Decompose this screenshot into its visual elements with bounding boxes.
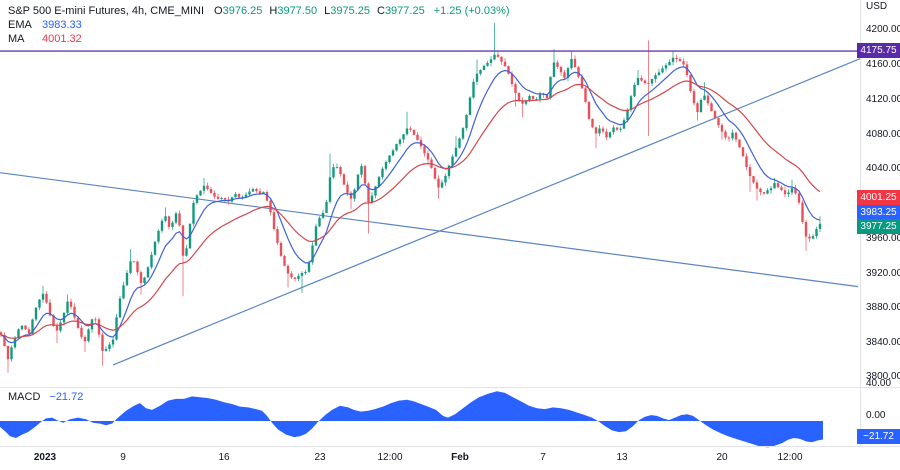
macd-legend: MACD −21.72: [8, 391, 83, 403]
symbol-title[interactable]: S&P 500 E-mini Futures, 4h, CME_MINI: [8, 5, 205, 17]
ema-indicator-value: 3983.33: [42, 19, 82, 31]
level-price-badge: 4175.75: [857, 43, 900, 58]
price-tick-label: 4120.00: [866, 94, 900, 105]
price-tick-label: 4040.00: [866, 163, 900, 174]
ema-indicator-label[interactable]: EMA: [8, 19, 32, 31]
time-tick-label: Feb: [451, 452, 469, 463]
pane-divider-price-macd[interactable]: [0, 387, 900, 388]
time-tick-label: 12:00: [777, 452, 803, 463]
price-tick-label: 40.00: [866, 378, 892, 389]
price-tick-label: 4080.00: [866, 129, 900, 140]
ohlc-pair: H3977.50: [269, 5, 318, 17]
time-tick-label: 13: [616, 452, 628, 463]
time-axis[interactable]: 2023 9 16 23 12:00 Feb 7 13 20 12:00: [0, 448, 900, 470]
time-tick-label: 9: [120, 452, 126, 463]
ohlc-pair: L3975.25: [324, 5, 370, 17]
macd-value-badge: −21.72: [857, 429, 900, 444]
time-tick-label: 23: [314, 452, 326, 463]
time-tick-label: 2023: [33, 452, 57, 463]
ema-line[interactable]: [0, 66, 821, 344]
ma-line[interactable]: [0, 80, 821, 339]
macd-indicator-label[interactable]: MACD: [8, 391, 41, 403]
ohlc-pair: O3976.25: [214, 5, 263, 17]
price-change: +1.25 (+0.03%): [433, 5, 510, 17]
price-tick-label: 4200.00: [866, 24, 900, 35]
symbol-legend: S&P 500 E-mini Futures, 4h, CME_MINI O397…: [8, 4, 510, 46]
price-tick-label: 3880.00: [866, 302, 900, 313]
legend-row-ma: MA 4001.32: [8, 32, 510, 46]
legend-row-symbol: S&P 500 E-mini Futures, 4h, CME_MINI O397…: [8, 4, 510, 18]
price-tick-label: 0.00: [866, 410, 886, 421]
ma-indicator-label[interactable]: MA: [8, 33, 25, 45]
macd-indicator-value: −21.72: [49, 391, 84, 403]
ema-price-badge: 3983.25: [857, 205, 900, 220]
price-axis[interactable]: USD 4200.00 4160.00 4120.00 4080.00 4040.00 39…: [861, 0, 900, 446]
time-tick-label: 16: [218, 452, 230, 463]
ma-indicator-value: 4001.32: [42, 33, 82, 45]
macd-area: [0, 391, 823, 448]
time-tick-label: 20: [716, 452, 728, 463]
time-tick-label: 12:00: [377, 452, 403, 463]
legend-row-ema: EMA 3983.33: [8, 18, 510, 32]
price-tick-label: 3800.00: [866, 371, 900, 382]
pane-divider-macd-time: [0, 446, 900, 447]
time-tick-label: 7: [540, 452, 546, 463]
price-tick-label: 3840.00: [866, 337, 900, 348]
last-price-badge: 3977.25: [857, 219, 900, 234]
ohlc-values: O3976.25 H3977.50 L3975.25 C3977.25: [214, 5, 432, 17]
price-tick-label: 3960.00: [866, 233, 900, 244]
ma-price-badge: 4001.25: [857, 190, 900, 205]
currency-label: USD: [866, 1, 888, 12]
ohlc-pair: C3977.25: [376, 5, 425, 17]
trendline[interactable]: [0, 172, 859, 288]
candlestick-series: [0, 23, 822, 373]
price-tick-label: 4160.00: [866, 59, 900, 70]
trendline[interactable]: [112, 58, 861, 366]
price-tick-label: 3920.00: [866, 268, 900, 279]
